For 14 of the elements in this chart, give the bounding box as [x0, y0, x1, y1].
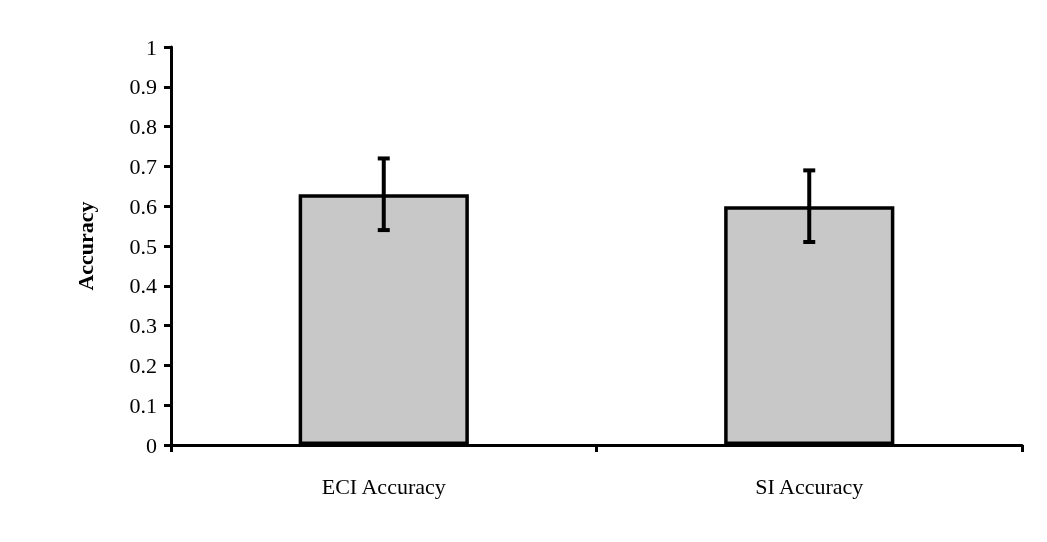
y-axis-title: Accuracy	[72, 201, 98, 291]
y-tick-label: 0.1	[129, 392, 157, 418]
y-tick-label: 0.4	[129, 273, 157, 299]
y-tick-label: 0.3	[129, 313, 157, 339]
x-tick-label: ECI Accuracy	[321, 473, 446, 499]
x-tick-label: SI Accuracy	[755, 473, 864, 499]
y-tick-label: 0.8	[129, 114, 157, 140]
y-tick-label: 0.6	[129, 193, 157, 219]
y-tick-label: 0.5	[129, 233, 157, 259]
y-tick-label: 0.2	[129, 352, 157, 378]
y-tick-label: 0.7	[129, 153, 157, 179]
y-tick-label: 0.9	[129, 74, 157, 100]
y-tick-label: 1	[146, 34, 157, 60]
y-tick-label: 0	[146, 432, 157, 458]
